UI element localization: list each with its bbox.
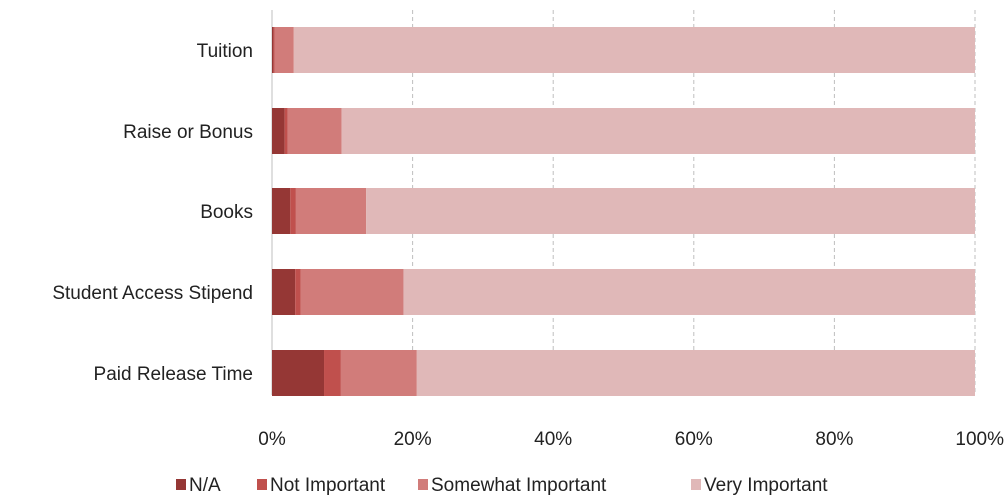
x-tick-label: 20% — [394, 429, 432, 450]
category-labels: Tuition Raise or Bonus Books Student Access… — [52, 41, 253, 385]
bar-segment-5-1 — [272, 350, 325, 396]
x-axis-ticks: 0% 20% 40% 60% 80% 100% — [258, 429, 1004, 450]
x-tick-label: 40% — [534, 429, 572, 450]
x-tick-label: 80% — [815, 429, 853, 450]
bar-segment-2-3 — [287, 108, 342, 154]
legend-swatch — [257, 479, 267, 490]
legend-item: Somewhat Important — [418, 475, 607, 496]
bar-segment-4-1 — [272, 269, 296, 315]
category-label: Student Access Stipend — [52, 283, 253, 304]
bar-segment-2-4 — [341, 108, 975, 154]
category-label: Books — [200, 202, 253, 223]
legend-swatch — [176, 479, 186, 490]
bar-segment-2-2 — [284, 108, 288, 154]
bar-segment-1-1 — [272, 27, 274, 73]
bar-segment-3-2 — [290, 188, 296, 234]
bar-segment-5-4 — [416, 350, 975, 396]
category-label: Paid Release Time — [94, 364, 253, 385]
bar-segment-4-4 — [403, 269, 975, 315]
bars — [272, 27, 976, 396]
bar-segment-4-2 — [295, 269, 301, 315]
bar-segment-1-4 — [293, 27, 976, 73]
bar-segment-5-3 — [340, 350, 417, 396]
x-tick-label: 100% — [955, 429, 1004, 450]
legend-item: Not Important — [257, 475, 386, 496]
legend-label: Not Important — [270, 475, 386, 496]
legend-label: N/A — [189, 475, 221, 496]
legend-item: Very Important — [691, 475, 828, 496]
legend-label: Very Important — [704, 475, 828, 496]
bar-segment-3-4 — [366, 188, 975, 234]
bar-segment-3-3 — [295, 188, 367, 234]
x-tick-label: 0% — [258, 429, 286, 450]
legend-swatch — [691, 479, 701, 490]
category-label: Tuition — [197, 41, 253, 62]
category-label: Raise or Bonus — [123, 122, 253, 143]
bar-segment-5-2 — [324, 350, 341, 396]
legend-swatch — [418, 479, 428, 490]
bar-segment-3-1 — [272, 188, 291, 234]
legend: N/A Not Important Somewhat Important Very I… — [176, 475, 828, 496]
bar-segment-2-1 — [272, 108, 285, 154]
bar-segment-1-3 — [274, 27, 294, 73]
x-tick-label: 60% — [675, 429, 713, 450]
bar-segment-4-3 — [300, 269, 404, 315]
legend-item: N/A — [176, 475, 221, 496]
bar-segment-1-2 — [273, 27, 275, 73]
legend-label: Somewhat Important — [431, 475, 607, 496]
